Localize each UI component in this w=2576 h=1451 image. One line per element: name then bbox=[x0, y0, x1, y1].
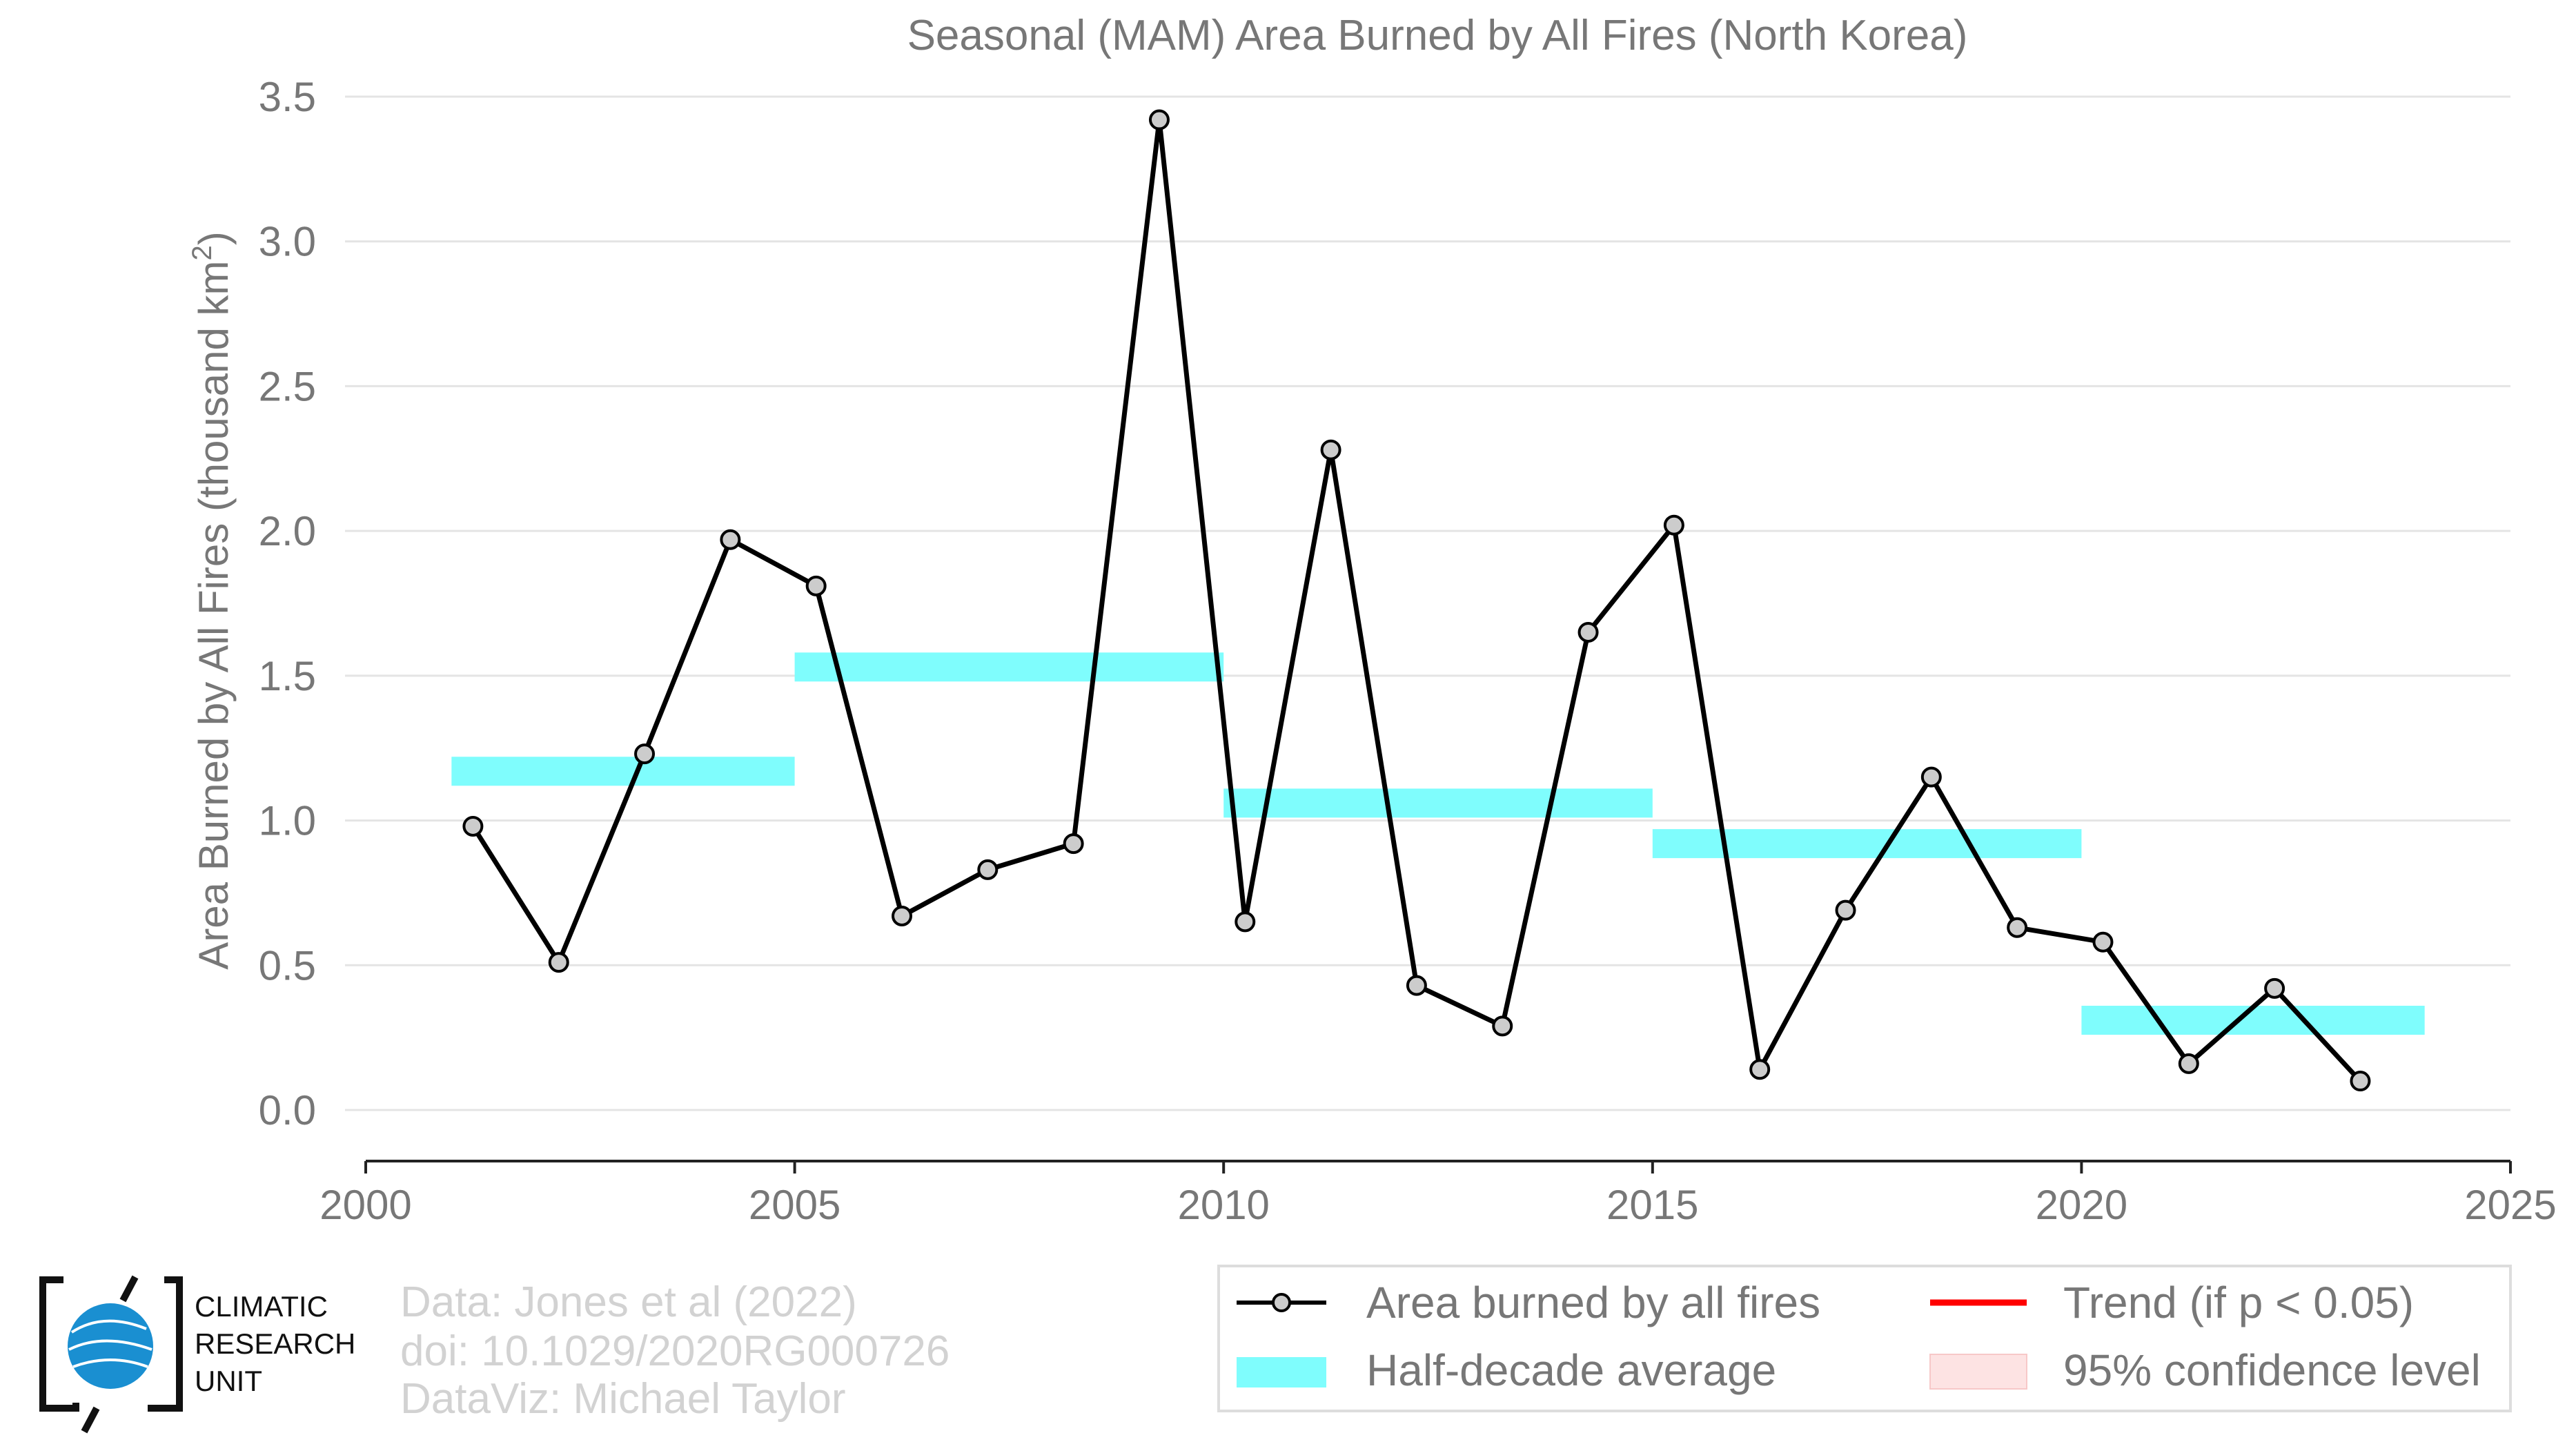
y-axis-label-superscript: 2 bbox=[187, 245, 217, 260]
area-burned-point bbox=[1320, 439, 1341, 460]
x-tick-label: 2015 bbox=[1606, 1182, 1698, 1228]
area-burned-point bbox=[2007, 917, 2028, 938]
area-burned-point bbox=[1235, 911, 1256, 933]
y-axis-label: Area Burned by All Fires (thousand km2) bbox=[187, 231, 237, 969]
logo-bracket-left bbox=[39, 1276, 79, 1412]
area-burned-point bbox=[892, 905, 912, 926]
area-burned-point bbox=[2092, 931, 2114, 953]
globe-swirl-2 bbox=[68, 1339, 153, 1351]
legend-box bbox=[1217, 1265, 2512, 1412]
area-burned-point bbox=[1406, 975, 1427, 996]
legend-band-swatch bbox=[1237, 1357, 1326, 1387]
half-decade-average-band bbox=[2081, 1005, 2425, 1035]
y-tick-label: 2.5 bbox=[259, 363, 316, 409]
half-decade-average-band bbox=[1223, 788, 1653, 818]
area-burned-point bbox=[462, 815, 484, 837]
area-burned-point bbox=[1577, 621, 1599, 643]
credit-dataviz: DataViz: Michael Taylor bbox=[400, 1375, 846, 1423]
area-burned-point bbox=[2178, 1053, 2199, 1074]
area-burned-point bbox=[1663, 514, 1684, 536]
legend-label-area-burned: Area burned by all fires bbox=[1366, 1278, 1820, 1327]
area-burned-point bbox=[805, 575, 827, 596]
logo-bracket-right bbox=[148, 1276, 183, 1412]
area-burned-point bbox=[1063, 833, 1084, 855]
area-burned-point bbox=[1920, 766, 1942, 788]
globe-swirl-3 bbox=[72, 1359, 148, 1368]
y-tick-label: 3.0 bbox=[259, 219, 316, 265]
area-burned-point bbox=[2264, 977, 2285, 999]
legend-confidence-swatch bbox=[1929, 1354, 2027, 1390]
area-burned-point bbox=[634, 743, 656, 765]
area-burned-series bbox=[462, 109, 2371, 1092]
x-axis: 2000 2005 2010 2015 2020 2025 bbox=[319, 1160, 2557, 1228]
credit-doi: doi: 10.1029/2020RG000726 bbox=[400, 1327, 950, 1375]
area-burned-point bbox=[1148, 109, 1170, 130]
area-burned-point bbox=[1749, 1059, 1771, 1080]
x-tick-label: 2010 bbox=[1177, 1182, 1269, 1228]
logo-line-1: CLIMATIC bbox=[195, 1290, 328, 1323]
legend-label-trend: Trend (if p < 0.05) bbox=[2063, 1278, 2414, 1327]
y-axis-label-close: ) bbox=[190, 231, 237, 245]
globe-swirl-1 bbox=[70, 1319, 147, 1334]
y-tick-label: 1.5 bbox=[259, 653, 316, 699]
area-burned-point bbox=[720, 529, 741, 550]
y-tick-label: 0.0 bbox=[259, 1087, 316, 1133]
y-tick-label: 1.0 bbox=[259, 798, 316, 844]
area-burned-point bbox=[2350, 1071, 2371, 1092]
half-decade-average-band bbox=[1652, 829, 2082, 859]
area-burned-line bbox=[471, 117, 2362, 1083]
legend-label-half-decade: Half-decade average bbox=[1366, 1345, 1776, 1395]
y-tick-labels: 0.0 0.5 1.0 1.5 2.0 2.5 3.0 3.5 bbox=[259, 74, 316, 1133]
gridlines bbox=[345, 95, 2510, 1111]
logo-slash-bottom bbox=[81, 1406, 100, 1434]
credit-data: Data: Jones et al (2022) bbox=[400, 1278, 857, 1326]
y-axis-label-text: Area Burned by All Fires (thousand km bbox=[190, 261, 237, 970]
area-burned-point bbox=[1835, 899, 1856, 921]
credits: Data: Jones et al (2022) doi: 10.1029/20… bbox=[400, 1278, 950, 1423]
half-decade-average-band bbox=[451, 757, 795, 786]
x-tick-label: 2025 bbox=[2464, 1182, 2556, 1228]
legend-marker-swatch bbox=[1272, 1293, 1291, 1312]
area-burned-point bbox=[1492, 1015, 1513, 1037]
area-burned-point bbox=[548, 952, 569, 973]
legend: Area burned by all fires Trend (if p < 0… bbox=[1217, 1265, 2512, 1412]
logo-line-3: UNIT bbox=[195, 1365, 262, 1397]
half-decade-average-band bbox=[794, 652, 1224, 682]
y-tick-label: 2.0 bbox=[259, 508, 316, 554]
logo-slash-top bbox=[119, 1275, 139, 1303]
x-tick-label: 2000 bbox=[319, 1182, 411, 1228]
y-tick-label: 3.5 bbox=[259, 74, 316, 120]
cru-logo: CLIMATIC RESEARCH UNIT bbox=[39, 1275, 355, 1434]
chart-title: Seasonal (MAM) Area Burned by All Fires … bbox=[907, 12, 1968, 59]
y-tick-label: 0.5 bbox=[259, 942, 316, 989]
area-burned-point bbox=[977, 859, 999, 880]
logo-line-2: RESEARCH bbox=[195, 1327, 355, 1360]
legend-label-confidence: 95% confidence level bbox=[2063, 1345, 2481, 1395]
x-tick-label: 2020 bbox=[2036, 1182, 2127, 1228]
x-tick-label: 2005 bbox=[749, 1182, 840, 1228]
